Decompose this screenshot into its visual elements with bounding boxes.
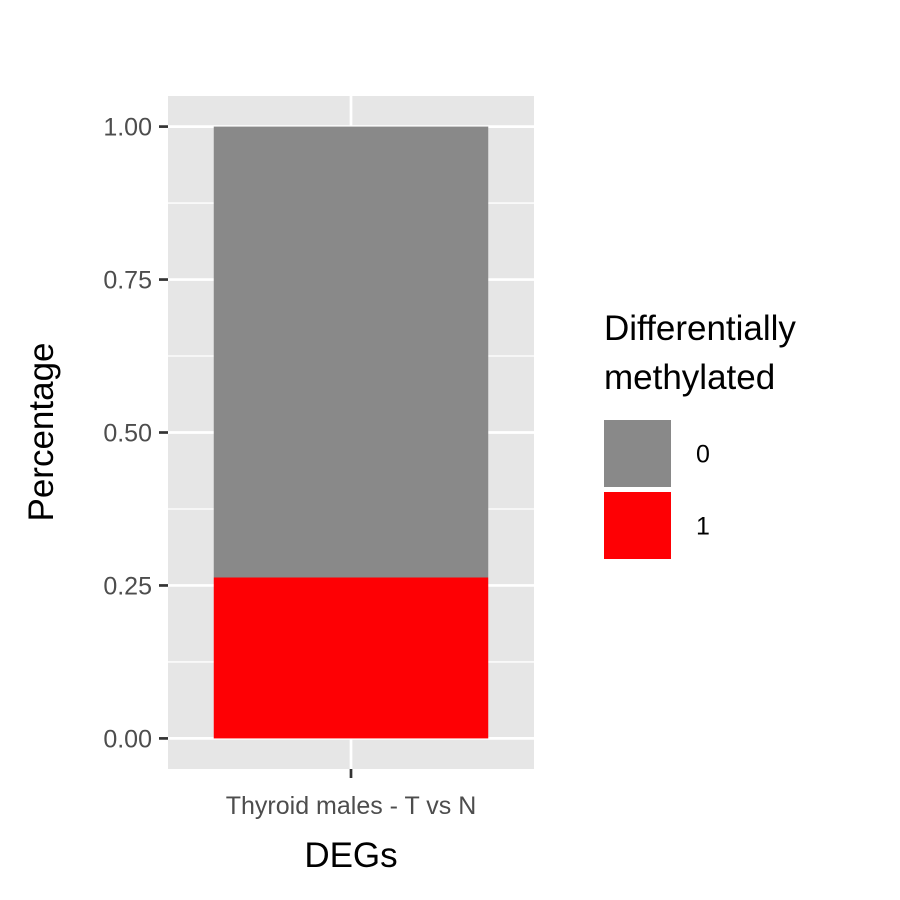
legend-key-0 xyxy=(604,420,671,487)
x-axis-title: DEGs xyxy=(304,836,397,875)
bar-series-0 xyxy=(213,126,489,578)
y-axis: 0.00 0.25 0.50 0.75 1.00 xyxy=(103,114,168,753)
legend: Differentially methylated 01 xyxy=(604,309,796,559)
y-tick-label: 0.25 xyxy=(103,572,152,600)
x-tick-label: Thyroid males - T vs N xyxy=(226,792,477,820)
bar-series-1 xyxy=(213,577,489,739)
x-axis: Thyroid males - T vs N xyxy=(226,769,477,820)
y-axis-title: Percentage xyxy=(22,342,61,521)
y-tick-label: 0.50 xyxy=(103,420,152,448)
legend-label-1: 1 xyxy=(696,513,710,541)
bars xyxy=(213,126,489,739)
legend-label-0: 0 xyxy=(696,441,710,469)
y-tick-label: 1.00 xyxy=(103,114,152,142)
y-tick-label: 0.00 xyxy=(103,725,152,753)
y-tick-label: 0.75 xyxy=(103,267,152,295)
legend-items: 01 xyxy=(604,420,710,559)
legend-key-1 xyxy=(604,492,671,559)
legend-title-line-1: Differentially xyxy=(604,309,796,348)
legend-title-line-2: methylated xyxy=(604,358,775,397)
